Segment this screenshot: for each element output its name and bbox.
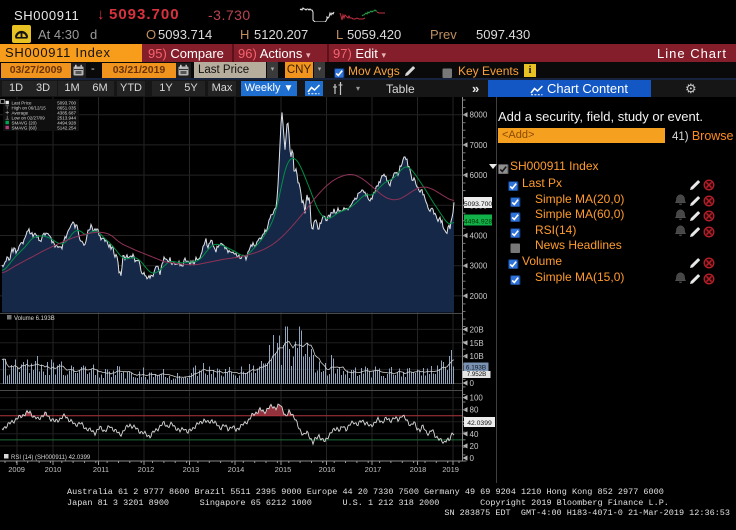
svg-text:Volume 6.193B: Volume 6.193B	[14, 316, 55, 322]
svg-text:8651.035: 8651.035	[57, 106, 76, 111]
svg-text:3000: 3000	[470, 262, 488, 271]
svg-text:2019: 2019	[442, 465, 459, 474]
svg-text:2012: 2012	[138, 465, 155, 474]
svg-text:SMAVG (60): SMAVG (60)	[12, 126, 38, 131]
svg-text:2011: 2011	[93, 465, 109, 474]
svg-text:7000: 7000	[470, 141, 488, 150]
svg-text:6.193B: 6.193B	[466, 364, 486, 371]
svg-text:2016: 2016	[319, 465, 336, 474]
svg-text:7.952B: 7.952B	[467, 371, 487, 378]
svg-text:Average: Average	[12, 111, 29, 116]
svg-text:2018: 2018	[410, 465, 427, 474]
svg-text:10B: 10B	[470, 352, 484, 361]
svg-text:5093.700: 5093.700	[57, 101, 76, 106]
svg-text:Low on 02/27/09: Low on 02/27/09	[12, 116, 46, 121]
svg-text:4494.928: 4494.928	[464, 218, 493, 225]
svg-text:2010: 2010	[45, 465, 62, 474]
svg-text:20B: 20B	[470, 325, 484, 334]
svg-text:High on 06/12/15: High on 06/12/15	[12, 106, 47, 111]
svg-text:Last Price: Last Price	[12, 101, 33, 106]
svg-text:0: 0	[470, 379, 475, 388]
svg-text:100: 100	[470, 394, 484, 403]
svg-text:20: 20	[470, 442, 479, 451]
svg-text:15B: 15B	[470, 339, 484, 348]
svg-text:4494.928: 4494.928	[57, 121, 76, 126]
svg-text:5093.700: 5093.700	[464, 201, 493, 208]
svg-text:0: 0	[470, 454, 475, 463]
svg-text:42.0399: 42.0399	[467, 420, 492, 427]
svg-text:2000: 2000	[470, 292, 488, 301]
svg-text:80: 80	[470, 406, 479, 415]
svg-text:2015: 2015	[275, 465, 292, 474]
svg-text:4000: 4000	[470, 232, 488, 241]
svg-text:40: 40	[470, 430, 479, 439]
svg-text:4385.687: 4385.687	[57, 111, 76, 116]
svg-text:2014: 2014	[228, 465, 245, 474]
svg-text:2513.944: 2513.944	[57, 116, 76, 121]
svg-text:2017: 2017	[365, 465, 382, 474]
svg-text:RSI (14) (SH000911) 42.0399: RSI (14) (SH000911) 42.0399	[11, 455, 91, 461]
svg-text:2009: 2009	[8, 465, 25, 474]
svg-text:2013: 2013	[183, 465, 200, 474]
svg-text:5142.254: 5142.254	[57, 126, 76, 131]
svg-text:SMAVG (20): SMAVG (20)	[12, 121, 38, 126]
svg-text:6000: 6000	[470, 171, 488, 180]
svg-text:8000: 8000	[470, 111, 488, 120]
